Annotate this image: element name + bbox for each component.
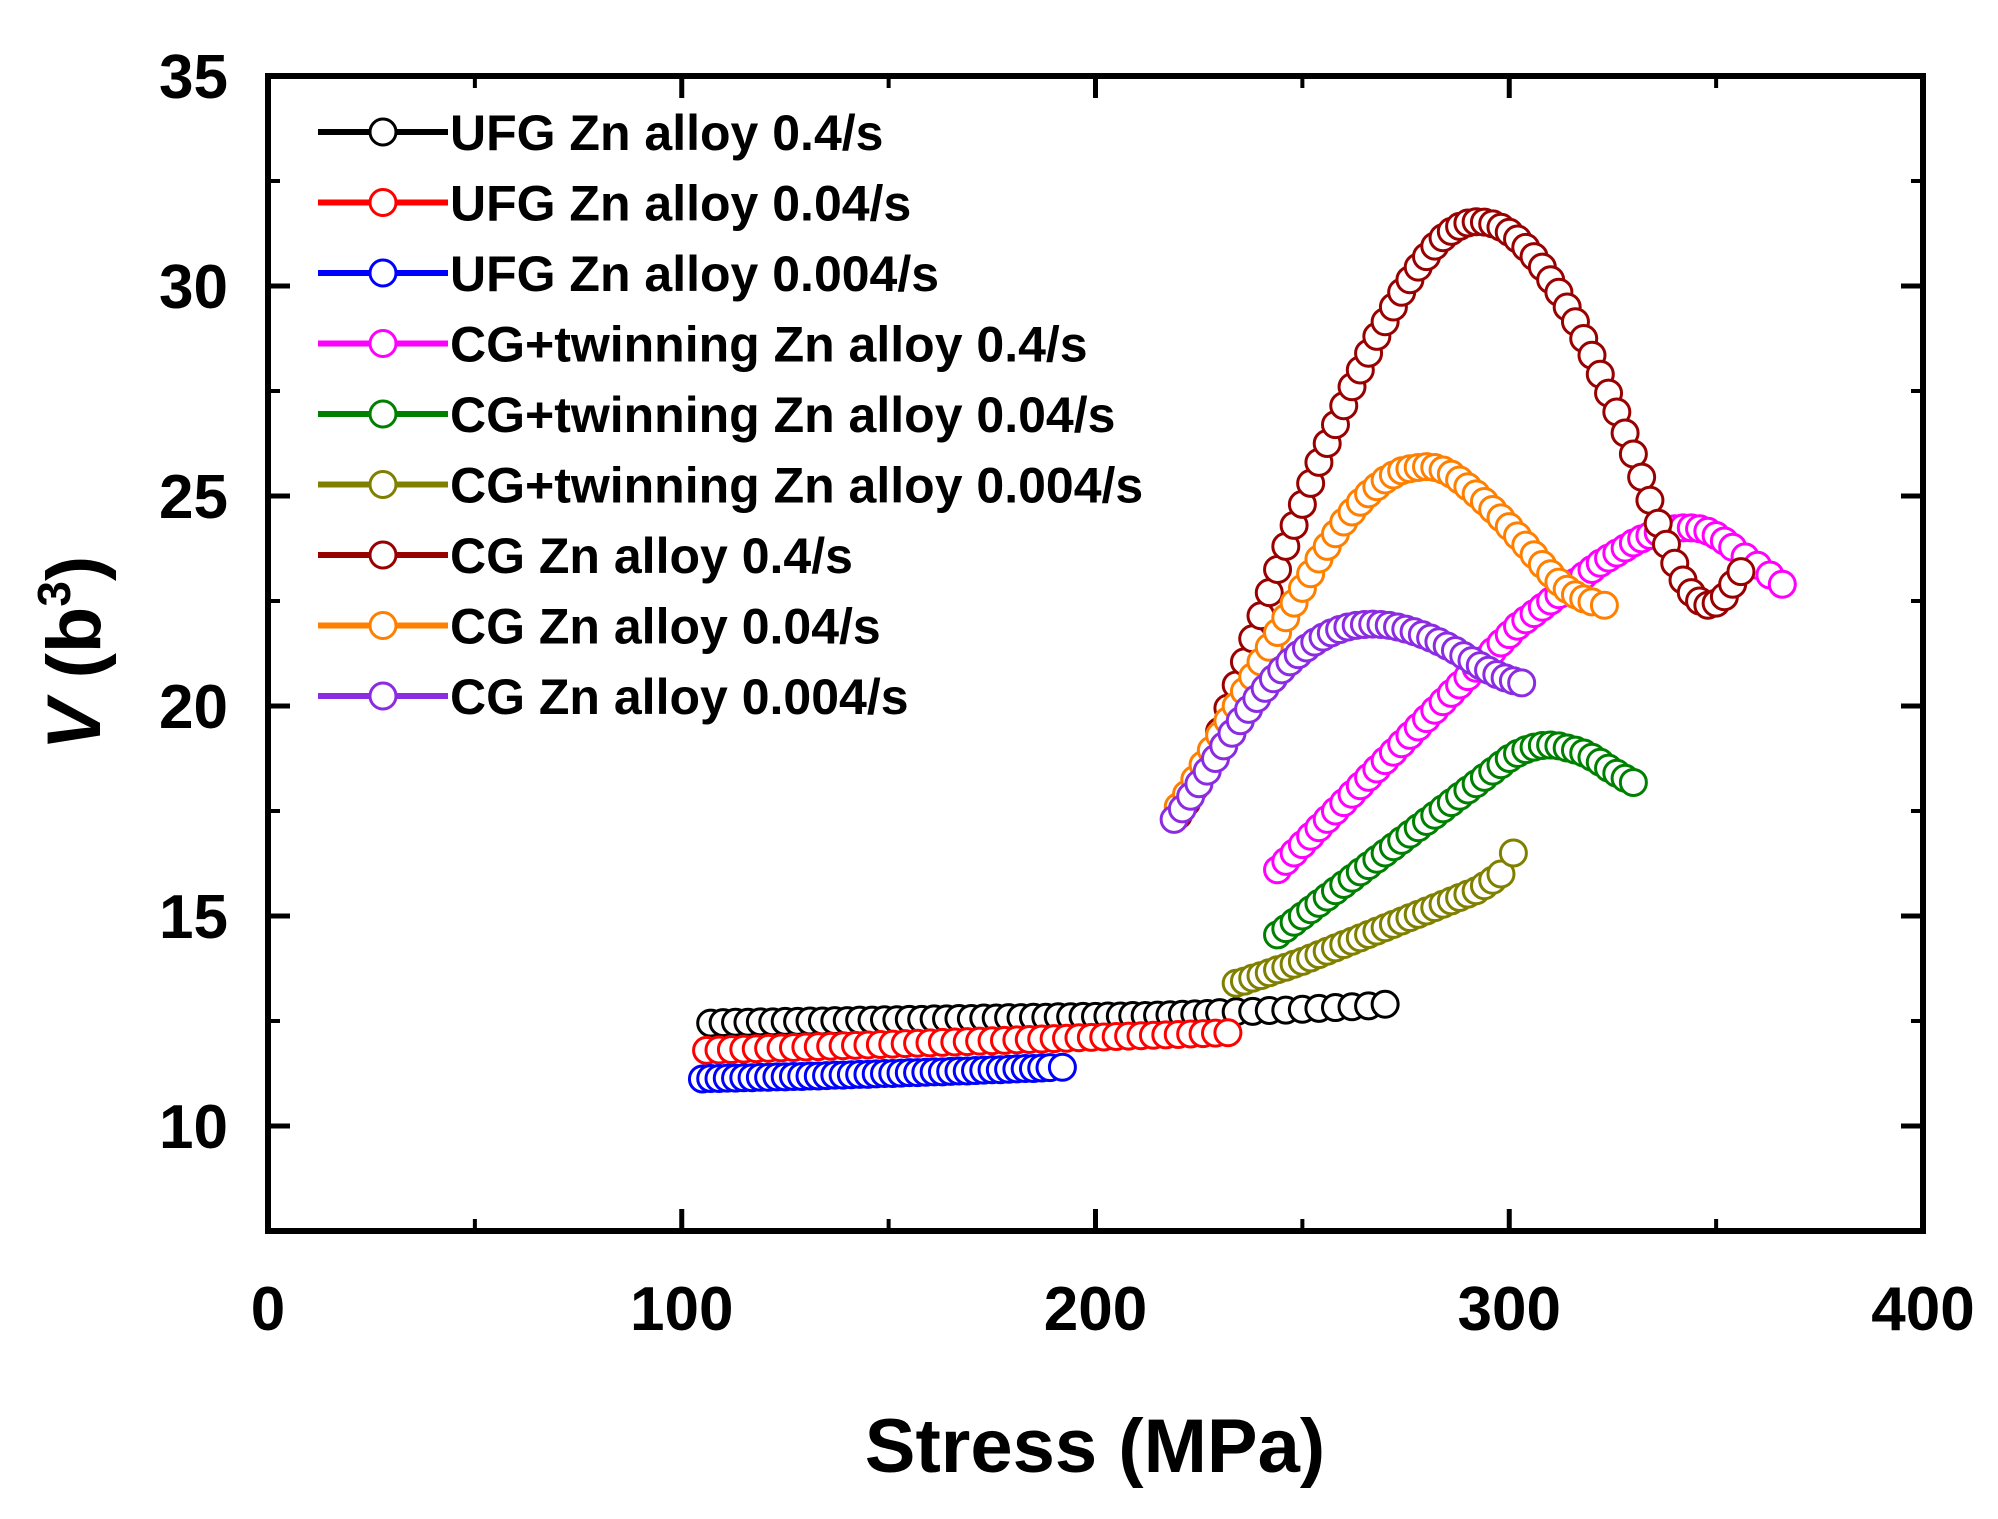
legend-marker — [368, 258, 398, 288]
x-tick-label: 200 — [1044, 1275, 1147, 1344]
y-tick-label: 10 — [159, 1093, 228, 1162]
data-point — [1618, 767, 1648, 797]
y-tick-label: 25 — [159, 463, 228, 532]
y-axis-title-superscript: 3 — [28, 581, 80, 607]
plot-marks — [687, 207, 1797, 1094]
legend-marker — [368, 681, 398, 711]
axis-ticks: 0 100 200 300 400 10 15 20 25 30 35 — [159, 43, 1975, 1344]
legend-marker — [368, 117, 398, 147]
legend: UFG Zn alloy 0.4/s UFG Zn alloy 0.04/s UFG… — [318, 105, 1143, 725]
data-point — [1726, 557, 1756, 587]
legend-label: CG Zn alloy 0.004/s — [450, 669, 909, 725]
legend-label: UFG Zn alloy 0.004/s — [450, 246, 939, 302]
series-3 — [687, 1052, 1077, 1094]
y-tick-label: 35 — [159, 43, 228, 112]
legend-label: UFG Zn alloy 0.04/s — [450, 176, 911, 232]
series-5 — [1263, 730, 1648, 950]
y-tick-label: 15 — [159, 883, 228, 952]
legend-marker — [368, 399, 398, 429]
data-point — [1486, 859, 1516, 889]
series-8 — [1163, 452, 1619, 822]
y-tick-label: 20 — [159, 673, 228, 742]
legend-marker — [368, 329, 398, 358]
x-tick-label: 100 — [630, 1275, 733, 1344]
legend-label: CG+twinning Zn alloy 0.004/s — [450, 458, 1143, 514]
x-tick-label: 0 — [251, 1275, 285, 1344]
legend-label: CG Zn alloy 0.4/s — [450, 528, 853, 584]
series-4 — [1263, 513, 1797, 885]
x-tick-label: 300 — [1458, 1275, 1561, 1344]
y-axis-title-close: ) — [32, 556, 117, 581]
legend-label: CG+twinning Zn alloy 0.04/s — [450, 387, 1115, 443]
legend-marker — [368, 188, 398, 217]
series-2 — [692, 1018, 1243, 1065]
x-axis-title: Stress (MPa) — [865, 1404, 1325, 1489]
legend-marker — [368, 470, 398, 499]
data-point — [1213, 1018, 1243, 1048]
series-9 — [1159, 609, 1537, 834]
y-axis-title-unit: (b — [32, 607, 117, 700]
legend-marker — [368, 540, 398, 570]
legend-label: UFG Zn alloy 0.4/s — [450, 105, 883, 161]
data-point — [1498, 838, 1528, 868]
data-point — [1047, 1052, 1077, 1082]
data-point — [1370, 989, 1400, 1019]
y-tick-label: 30 — [159, 253, 228, 322]
data-point — [1767, 569, 1797, 599]
legend-marker — [368, 611, 398, 640]
data-point — [1589, 590, 1619, 620]
data-point — [1507, 668, 1537, 698]
y-axis-title-main: V — [32, 694, 117, 750]
series-6 — [1221, 838, 1528, 998]
y-axis-title: V (b3) — [28, 556, 117, 750]
legend-label: CG Zn alloy 0.04/s — [450, 599, 881, 655]
x-tick-label: 400 — [1871, 1275, 1974, 1344]
legend-label: CG+twinning Zn alloy 0.4/s — [450, 317, 1088, 373]
